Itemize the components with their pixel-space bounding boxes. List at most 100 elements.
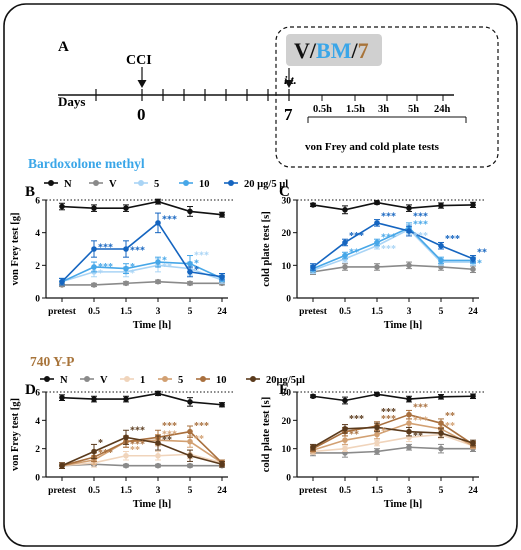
y-axis-label: von Frey test [g] <box>10 213 21 286</box>
significance-marker: *** <box>349 231 364 242</box>
x-tick-label: 3 <box>407 486 412 496</box>
data-point <box>342 264 348 270</box>
x-tick-label: 0.5 <box>88 307 100 317</box>
panel-label-c: C <box>279 184 290 200</box>
data-point <box>155 198 161 205</box>
data-point <box>155 259 161 265</box>
significance-marker: ** <box>445 411 455 422</box>
data-point <box>406 396 412 402</box>
data-point <box>187 280 193 287</box>
data-point <box>438 202 444 209</box>
legend-swatch-marker <box>44 376 50 382</box>
time-point-label: 3h <box>378 104 389 115</box>
data-point <box>342 445 348 452</box>
data-point <box>123 205 129 211</box>
legend-swatch-marker <box>228 180 234 186</box>
legend-swatch-marker <box>200 376 206 382</box>
significance-marker: ** <box>194 434 204 445</box>
time-point-label: 0.5h <box>313 104 332 115</box>
x-axis-label: Time [h] <box>384 499 423 510</box>
series-line <box>312 222 474 268</box>
title-bm: BM <box>316 38 352 63</box>
significance-marker: * <box>381 427 386 438</box>
chart-e: 0 10 20 30 pretest 0.5 1.5 3 5 24 Time [h] cold pla… <box>261 389 485 510</box>
legend-label: N <box>60 375 68 386</box>
legend-label: 1 <box>140 375 145 386</box>
y-tick-label: 6 <box>35 389 40 399</box>
significance-marker: * <box>130 262 135 273</box>
chart-c: 0 10 20 30 pretest 0.5 1.5 3 5 24 Time [h] cold pla… <box>261 197 487 332</box>
data-point <box>374 431 380 438</box>
data-point <box>438 257 444 264</box>
data-point <box>406 444 412 451</box>
legend-label: 10 <box>199 179 210 190</box>
legend-swatch-marker <box>138 180 144 186</box>
data-point <box>406 228 412 234</box>
x-tick-label: 5 <box>188 486 193 496</box>
significance-marker: ** <box>349 430 359 441</box>
significance-marker: *** <box>381 244 396 255</box>
legend-swatch-marker <box>162 376 168 382</box>
x-tick-label: 0.5 <box>339 307 351 317</box>
time-point-label: 5h <box>408 104 419 115</box>
x-tick-label: 24 <box>217 307 227 317</box>
panel-label-b: B <box>25 184 35 200</box>
time-point-label: 1.5h <box>346 104 365 115</box>
significance-marker: *** <box>194 251 209 262</box>
x-tick-label: 24 <box>217 486 227 496</box>
y-tick-label: 20 <box>282 229 292 239</box>
data-point <box>155 278 161 285</box>
data-point <box>310 202 316 208</box>
data-point <box>123 280 129 287</box>
panel-label-a: A <box>58 39 69 55</box>
data-point <box>59 462 65 469</box>
series-line <box>61 261 223 283</box>
legend-swatch-marker <box>93 180 99 186</box>
legend-label: 20 µg/5 µl <box>244 179 288 190</box>
series-line <box>312 226 473 270</box>
significance-marker: *** <box>98 242 113 253</box>
data-point <box>438 430 444 436</box>
x-tick-label: 5 <box>188 307 193 317</box>
cci-arrow-head <box>137 80 147 88</box>
data-point <box>91 396 97 402</box>
series-line <box>312 201 474 211</box>
significance-marker: * <box>194 259 199 270</box>
day-seven-label: 7 <box>284 105 293 124</box>
legend-label: 10 <box>216 375 227 386</box>
data-point <box>155 220 161 226</box>
series-line <box>61 453 223 467</box>
significance-marker: *** <box>130 425 145 436</box>
time-point-label: 24h <box>434 104 451 115</box>
data-point <box>155 452 161 459</box>
day-zero-label: 0 <box>137 105 146 124</box>
data-point <box>123 452 129 459</box>
significance-marker: *** <box>162 430 177 441</box>
y-tick-label: 2 <box>35 262 40 272</box>
significance-marker: ** <box>477 247 487 258</box>
data-point <box>187 269 193 275</box>
data-point <box>406 262 412 269</box>
x-tick-label: pretest <box>299 307 328 317</box>
title-v: V <box>294 38 310 63</box>
data-point <box>438 394 444 400</box>
panel-label-d: D <box>25 382 36 398</box>
y-axis-label: cold plate test [s] <box>261 397 272 473</box>
significance-marker: *** <box>381 414 396 425</box>
data-point <box>187 428 193 435</box>
x-tick-label: pretest <box>48 486 77 496</box>
significance-marker: * <box>162 255 167 266</box>
series-line <box>61 463 222 467</box>
data-point <box>155 390 161 397</box>
data-point <box>470 255 476 262</box>
data-point <box>155 440 161 446</box>
data-point <box>342 426 348 432</box>
significance-marker: *** <box>194 421 209 432</box>
cci-label: CCI <box>126 53 152 68</box>
significance-marker: *** <box>349 414 364 425</box>
data-point <box>123 434 129 441</box>
series-line <box>61 200 223 216</box>
data-point <box>374 448 380 455</box>
data-point <box>406 205 412 211</box>
